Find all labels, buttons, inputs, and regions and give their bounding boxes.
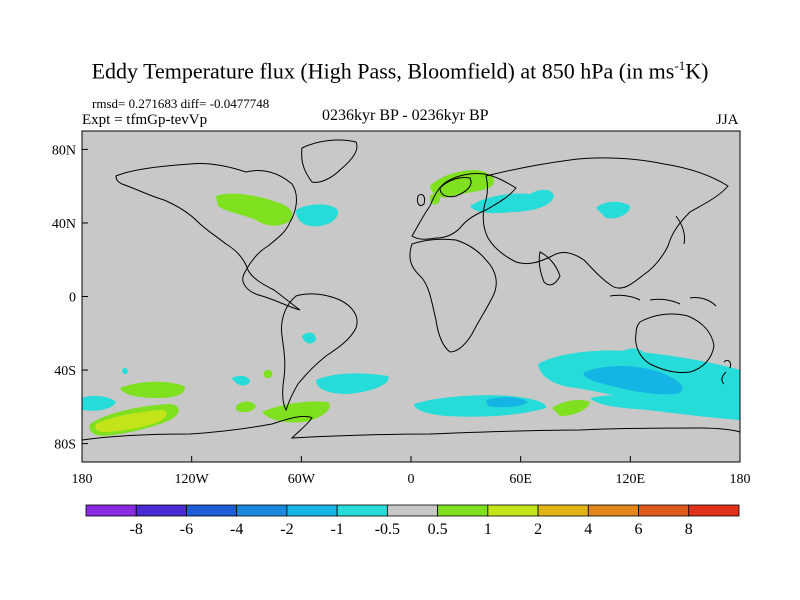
colorbar-swatch [186, 504, 238, 517]
coast-africa [409, 238, 497, 353]
x-tick-label: 120E [616, 472, 646, 487]
colorbar-swatch [487, 504, 539, 517]
coast-greenland [301, 139, 358, 183]
x-tick-label: 180 [730, 472, 751, 487]
chart-title: Eddy Temperature flux (High Pass, Bloomf… [0, 58, 800, 84]
x-tick-label: 60E [509, 472, 532, 487]
coast-asia [482, 157, 729, 289]
contour-south-pacific-neg [82, 395, 116, 411]
y-tick-label: 40S [54, 364, 76, 379]
colorbar-label: 6 [635, 521, 643, 538]
contour-east-pacific-neg [232, 375, 250, 386]
experiment-label: Expt = tfmGp-tevVp [82, 112, 208, 128]
colorbar-label: 0.5 [428, 521, 448, 538]
coast-japan [675, 215, 685, 245]
colorbar-label: -4 [230, 521, 243, 538]
contour-north-america-pos [216, 193, 293, 226]
contour-north-sea-pos [430, 193, 440, 205]
contour-asia-neg [596, 201, 630, 219]
colorbar-swatch [587, 504, 639, 517]
colorbar-label: 1 [484, 521, 492, 538]
x-tick-label: 180 [72, 472, 93, 487]
colorbar-label: 2 [534, 521, 542, 538]
x-tick-label: 60W [288, 472, 316, 487]
colorbar-swatch [85, 504, 137, 517]
colorbar: -8 -6 -4 -2 -1 -0.5 0.5 1 2 4 6 8 [85, 504, 740, 538]
coast-europe [411, 173, 517, 240]
title-superscript: -1 [674, 58, 686, 73]
period-label: 0236kyr BP - 0236kyr BP [322, 107, 489, 124]
coast-scandinavia [439, 177, 472, 198]
contour-south-indian-pos [552, 400, 590, 416]
contour-scandinavia-pos [430, 170, 495, 198]
title-main: Eddy Temperature flux (High Pass, Bloomf… [91, 58, 675, 84]
coast-north-america [115, 163, 301, 311]
contour-south-pacific-pos [120, 381, 185, 398]
x-tick-label: 0 [408, 472, 415, 487]
anomaly-contours [82, 139, 740, 441]
y-tick-label: 0 [69, 291, 76, 306]
contour-chile-pos [263, 369, 273, 379]
contour-south-indian-core [583, 366, 683, 395]
colorbar-swatch [688, 504, 740, 517]
stats-text: rmsd= 0.271683 diff= -0.0477748 [92, 96, 270, 111]
y-tick-label: 40N [52, 217, 76, 232]
coast-antarctica [82, 415, 740, 441]
colorbar-swatch [437, 504, 489, 517]
contour-bellingshausen-pos [236, 401, 256, 413]
season-label: JJA [716, 112, 739, 128]
colorbar-swatch [236, 504, 288, 517]
coast-new-zealand [721, 359, 731, 385]
colorbar-label: -2 [280, 521, 293, 538]
contour-south-atlantic-neg [316, 373, 389, 394]
colorbar-label: 8 [685, 521, 693, 538]
coast-india [538, 251, 561, 286]
contour-southern-ocean-neg [590, 394, 740, 420]
x-axis-ticks: 180 120W 60W 0 60E 120E 180 [72, 456, 751, 487]
colorbar-label: -6 [180, 521, 193, 538]
coastlines [82, 139, 740, 441]
colorbar-label: -0.5 [375, 521, 400, 538]
y-axis-ticks: 80N 40N 0 40S 80S [52, 143, 88, 453]
colorbar-label: -1 [330, 521, 343, 538]
contour-tropical-neg [122, 367, 128, 375]
colorbar-label: 4 [584, 521, 592, 538]
colorbar-swatch [638, 504, 690, 517]
title-end: K) [685, 58, 709, 84]
y-tick-label: 80N [52, 143, 76, 158]
colorbar-swatch [537, 504, 589, 517]
contour-antarctic-peninsula-pos [262, 401, 330, 423]
colorbar-swatch [286, 504, 338, 517]
colorbar-swatch [386, 504, 439, 517]
contour-south-america-neg [302, 332, 316, 344]
colorbar-label: -8 [130, 521, 143, 538]
contour-weddell-core [486, 397, 528, 408]
contour-north-atlantic-neg [296, 204, 339, 227]
y-tick-label: 80S [54, 438, 76, 453]
colorbar-swatch [135, 504, 187, 517]
map-background [82, 131, 740, 462]
coast-south-america [281, 293, 358, 412]
coast-uk [417, 193, 425, 207]
colorbar-swatch [336, 504, 388, 517]
coast-indonesia [609, 294, 717, 307]
contour-ross-sea-core [95, 410, 167, 432]
x-tick-label: 120W [175, 472, 210, 487]
coast-australia [635, 313, 715, 373]
